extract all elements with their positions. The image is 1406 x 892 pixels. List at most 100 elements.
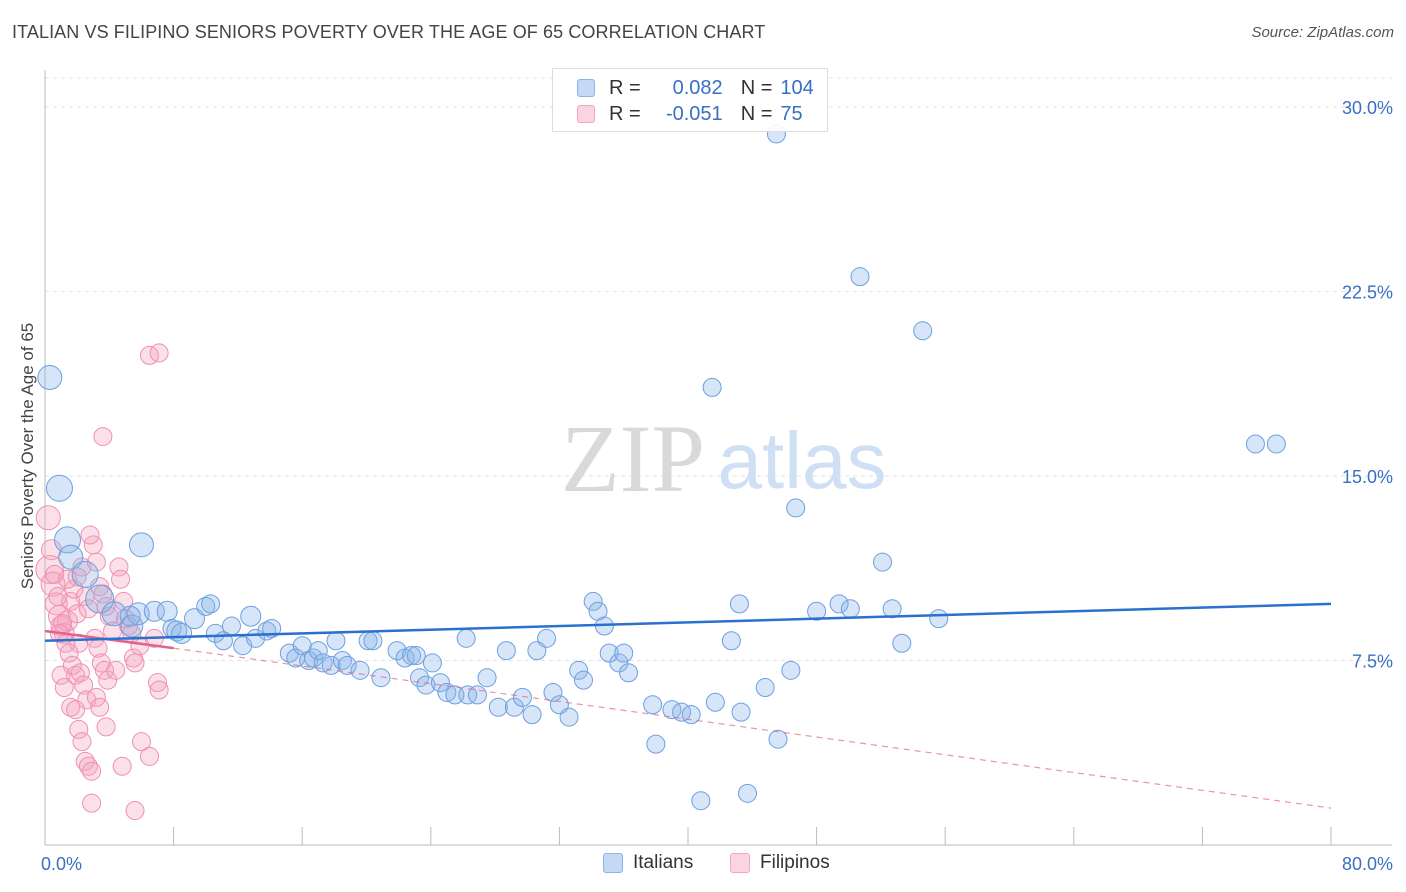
italians-point (619, 663, 639, 683)
legend-item-italians[interactable]: Italians (603, 852, 693, 874)
y-tick-label: 7.5% (1352, 651, 1393, 671)
italians-point (829, 594, 849, 614)
italians-point (58, 544, 84, 570)
filipinos-point (131, 732, 151, 752)
filipinos-point (72, 732, 92, 752)
italians-point (1245, 434, 1265, 454)
filipinos-point (54, 678, 74, 698)
italians-point (128, 532, 154, 558)
italians-points (37, 124, 1286, 811)
filipinos-point (149, 343, 169, 363)
italians-point (569, 660, 589, 680)
italians-point (402, 646, 422, 666)
legend-n-label: N = (740, 102, 773, 125)
tick-labels: 7.5% 15.0% 22.5% 30.0% 0.0% 80.0% (41, 98, 1393, 874)
italians-point (729, 594, 749, 614)
filipinos-point (98, 670, 118, 690)
filipinos-point (61, 591, 81, 611)
legend-n-value: 75 (780, 102, 803, 125)
italians-point (410, 668, 430, 688)
watermark-zip: ZIP (561, 405, 705, 512)
filipinos-point (61, 697, 81, 717)
italians-point (850, 267, 870, 287)
legend-label-filipinos: Filipinos (760, 852, 830, 873)
watermark-atlas: atlas (718, 416, 887, 505)
italians-point (126, 602, 150, 626)
italians-point (873, 552, 893, 572)
filipinos-point (90, 697, 110, 717)
y-tick-label: 30.0% (1342, 98, 1393, 118)
filipinos-point (75, 751, 95, 771)
italians-point (363, 631, 383, 651)
italians-point (599, 643, 619, 663)
italians-point (54, 526, 82, 554)
italians-point (437, 682, 457, 702)
legend-swatch-italians (603, 853, 623, 873)
legend-row-italians: R = 0.082 N = 104 (577, 75, 814, 101)
filipinos-point (149, 680, 169, 700)
filipinos-point (66, 700, 86, 720)
x-tick-label: 0.0% (41, 854, 82, 874)
italians-point (85, 584, 115, 614)
filipinos-point (72, 557, 92, 577)
italians-point (646, 734, 666, 754)
italians-point (1266, 434, 1286, 454)
italians-point (337, 655, 357, 675)
filipinos-point (74, 675, 94, 695)
italians-point (406, 646, 426, 666)
filipinos-point (106, 660, 126, 680)
filipinos-point (82, 793, 102, 813)
legend-item-filipinos[interactable]: Filipinos (730, 852, 830, 874)
italians-point (512, 687, 532, 707)
italians-point (702, 377, 722, 397)
italians-point (387, 641, 407, 661)
italians-point (422, 653, 442, 673)
italians-point (721, 631, 741, 651)
legend-label-italians: Italians (633, 852, 694, 873)
italians-point (119, 605, 141, 627)
italians-point (183, 608, 205, 630)
italians-point (543, 682, 563, 702)
italians-point (705, 692, 725, 712)
filipinos-points (35, 343, 169, 821)
italians-point (786, 498, 806, 518)
italians-point (574, 670, 594, 690)
filipinos-point (139, 746, 159, 766)
italians-point (313, 653, 333, 673)
filipinos-point (35, 554, 65, 584)
italians-point (143, 600, 165, 622)
filipinos-point (109, 557, 129, 577)
filipinos-point (59, 643, 79, 663)
italians-point (350, 660, 370, 680)
italians-point (504, 697, 524, 717)
filipinos-point (125, 653, 145, 673)
italians-point (840, 599, 860, 619)
chart-title: ITALIAN VS FILIPINO SENIORS POVERTY OVER… (12, 22, 766, 42)
filipinos-point (51, 665, 71, 685)
italians-point (768, 729, 788, 749)
filipinos-point (82, 761, 102, 781)
series-legend: Italians Filipinos (0, 852, 1406, 878)
filipinos-trend-dashed (173, 647, 1332, 809)
legend-swatch-filipinos (577, 105, 595, 123)
italians-point (240, 605, 262, 627)
italians-point (737, 783, 757, 803)
filipinos-point (48, 587, 68, 607)
italians-point (488, 697, 508, 717)
legend-swatch-italians (577, 79, 595, 97)
filipinos-point (67, 604, 87, 624)
axes (44, 70, 1392, 846)
filipinos-point (86, 552, 106, 572)
italians-point (430, 673, 450, 693)
filipinos-point (70, 663, 90, 683)
italians-point (221, 616, 241, 636)
italians-point (807, 601, 827, 621)
italians-point (609, 653, 629, 673)
italians-point (456, 628, 476, 648)
filipinos-point (96, 717, 116, 737)
italians-point (205, 623, 225, 643)
legend-r-label: R = (609, 76, 641, 99)
italians-point (371, 668, 391, 688)
italians-point (308, 641, 328, 661)
italians-point (299, 650, 319, 670)
